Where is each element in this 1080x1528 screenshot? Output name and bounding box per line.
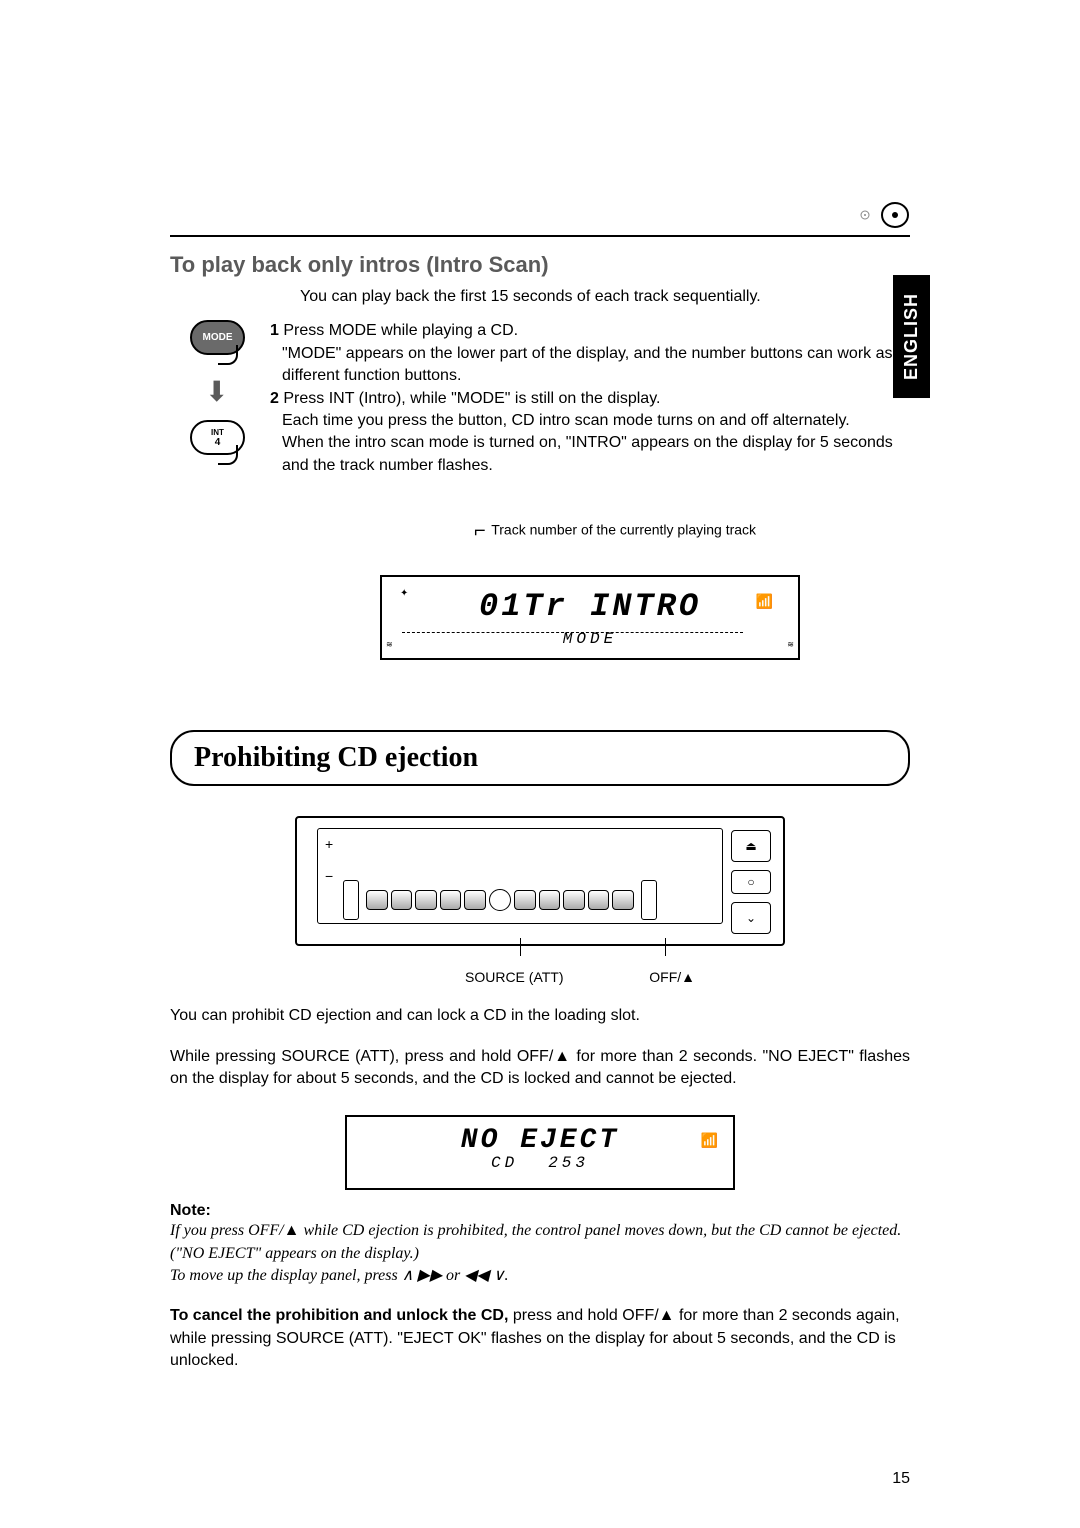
int-button-icon: INT 4: [190, 420, 245, 455]
source-att-label: SOURCE (ATT): [465, 969, 564, 985]
arrow-down-icon: ⬇: [205, 375, 270, 408]
eject-button: ⏏: [731, 830, 771, 862]
section-heading-box: Prohibiting CD ejection: [170, 730, 910, 786]
intro-scan-title: To play back only intros (Intro Scan): [170, 252, 910, 278]
down-button: ⌄: [731, 902, 771, 934]
step-1-detail: "MODE" appears on the lower part of the …: [282, 343, 910, 388]
prohibit-intro-text: You can prohibit CD ejection and can loc…: [170, 1005, 910, 1027]
note-label: Note:: [170, 1202, 910, 1220]
step-2: 2 Press INT (Intro), while "MODE" is sti…: [270, 388, 910, 410]
cancel-instruction: To cancel the prohibition and unlock the…: [170, 1305, 910, 1372]
intro-scan-description: You can play back the first 15 seconds o…: [300, 286, 910, 308]
lcd-display-eject: 📶 NO EJECT CD 253: [345, 1115, 735, 1190]
prohibit-instruction: While pressing SOURCE (ATT), press and h…: [170, 1046, 910, 1091]
step-2-detail-1: Each time you press the button, CD intro…: [282, 410, 910, 432]
display-main-text: 01Tr INTRO: [382, 577, 798, 630]
lcd-display-intro: ✦ ≋ ≋ 📶 01Tr INTRO MODE: [380, 575, 800, 660]
radio-unit-diagram: + − ⏏ ○ ⌄: [295, 816, 785, 946]
button-diagram: MODE ⬇ INT 4: [190, 320, 270, 660]
plus-label: +: [325, 836, 333, 852]
note-text-2: To move up the display panel, press ∧ ▶▶…: [170, 1265, 910, 1287]
language-tab: ENGLISH: [893, 275, 930, 398]
display-num-label: 253: [548, 1154, 589, 1172]
circle-button: ○: [731, 870, 771, 894]
step-1: 1 Press MODE while playing a CD.: [270, 320, 910, 342]
callout-label: ⌐ Track number of the currently playing …: [320, 517, 910, 545]
off-eject-label: OFF/▲: [649, 969, 695, 985]
prohibit-heading: Prohibiting CD ejection: [194, 742, 886, 774]
step-2-detail-2: When the intro scan mode is turned on, "…: [282, 432, 910, 477]
display-eject-main: NO EJECT: [347, 1117, 733, 1156]
minus-label: −: [325, 868, 333, 884]
note-text-1: If you press OFF/▲ while CD ejection is …: [170, 1220, 910, 1265]
display-cd-label: CD: [491, 1154, 518, 1172]
disc-icon: [850, 200, 910, 230]
page-number: 15: [892, 1470, 910, 1488]
mode-button-icon: MODE: [190, 320, 245, 355]
